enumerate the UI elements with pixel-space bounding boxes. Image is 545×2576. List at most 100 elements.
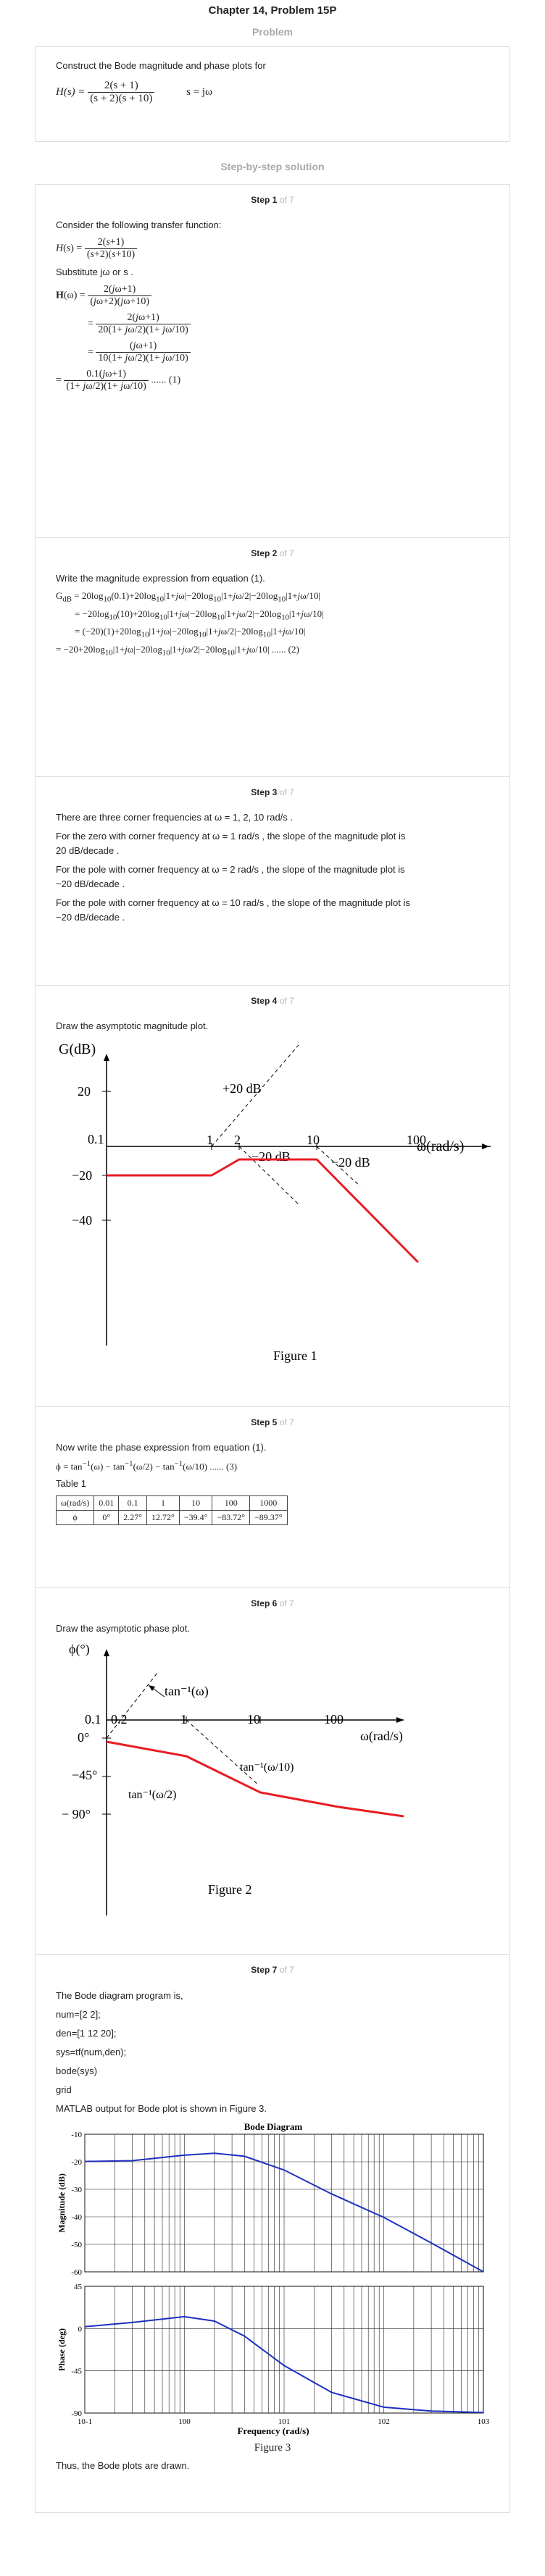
- phase-asymptote-curve: [106, 1740, 404, 1818]
- eq-g3: = (−20)(1)+20log10|1+jω|−20log10|1+jω/2|…: [75, 626, 306, 639]
- step-label: Step 5 of 7: [251, 1417, 294, 1427]
- fig2-xtick-10: 10: [247, 1712, 260, 1727]
- bode-xlabel: Frequency (rad/s): [237, 2425, 309, 2436]
- fig1-origin: 0.1: [88, 1132, 104, 1146]
- step1-intro: Consider the following transfer function…: [56, 219, 222, 230]
- step-6: Step 6 of 7 Draw the asymptotic phase pl…: [36, 1588, 509, 1955]
- eq-g2: = −20log10(10)+20log10|1+jω|−20log10|1+j…: [75, 608, 324, 622]
- problem-s: s = jω: [186, 85, 212, 98]
- bode-ytick: -10: [71, 2131, 82, 2139]
- step2-intro: Write the magnitude expression from equa…: [56, 573, 265, 584]
- table-header-row: ω(rad/s) 0.01 0.1 1 10 100 1000: [55, 1495, 288, 1511]
- step3-line3: For the pole with corner frequency at ω …: [56, 864, 405, 875]
- magnitude-asymptote-curve: [107, 1158, 420, 1264]
- step3-line1: There are three corner frequencies at ω …: [56, 812, 294, 823]
- bode-xtick: 103: [478, 2417, 490, 2426]
- step3-line3b: −20 dB/decade .: [56, 878, 125, 889]
- y-axis-arrow: [104, 1054, 109, 1061]
- step3-line4b: −20 dB/decade .: [56, 912, 125, 923]
- step-label: Step 1 of 7: [251, 195, 294, 205]
- step-2: Step 2 of 7 Write the magnitude expressi…: [36, 538, 509, 777]
- step-3: Step 3 of 7 There are three corner frequ…: [36, 777, 509, 986]
- fig1-ann3: −20 dB: [331, 1155, 370, 1170]
- fig1-xtick-10: 10: [307, 1133, 320, 1147]
- fig1-ytick-20: 20: [78, 1084, 91, 1099]
- conclusion-text: Thus, the Bode plots are drawn.: [56, 2460, 190, 2471]
- step3-line4: For the pole with corner frequency at ω …: [56, 897, 410, 908]
- magnitude-asymptote-plot: G(dB) ω(rad/s) 20 −20 −40 0.1 1 2 10 100: [59, 1041, 491, 1363]
- fig2-ytick-m45: −45°: [72, 1768, 97, 1782]
- fig1-ann2: −20 dB: [251, 1149, 291, 1164]
- matlab-output-text: MATLAB output for Bode plot is shown in …: [56, 2103, 267, 2114]
- fig2-ann3: tan⁻¹(ω/2): [128, 1789, 176, 1801]
- eq-h-s: H(s) = 2(s+1) (s+2)(s+10): [56, 237, 489, 261]
- eq-h-w1: H(ω) = 2(jω+1) (jω+2)(jω+10): [56, 284, 489, 308]
- fig1-ann1: +20 dB: [222, 1081, 262, 1096]
- fig1-caption: Figure 1: [273, 1348, 317, 1363]
- problem-equation: H(s) = 2(s + 1) (s + 2)(s + 10) s = jω: [56, 80, 489, 105]
- bode-ylabel: Magnitude (dB): [57, 2173, 67, 2233]
- fig2-xtick-02: 0.2: [111, 1712, 128, 1727]
- step-5: Step 5 of 7 Now write the phase expressi…: [36, 1407, 509, 1588]
- fig1-xlabel: ω(rad/s): [417, 1138, 464, 1154]
- fig1-ytick-m40: −40: [72, 1213, 92, 1228]
- step-label: Step 3 of 7: [251, 787, 294, 797]
- bode-xtick: 100: [178, 2417, 191, 2426]
- fig3-caption: Figure 3: [254, 2442, 291, 2454]
- bode-ytick: 0: [78, 2325, 83, 2333]
- step-label: Step 6 of 7: [251, 1598, 294, 1608]
- table-label: Table 1: [56, 1478, 86, 1490]
- tan-w-line: [106, 1672, 158, 1739]
- bode-ytick: -60: [71, 2268, 82, 2277]
- problem-card: Construct the Bode magnitude and phase p…: [35, 46, 510, 142]
- bode-series-line: [84, 2152, 484, 2273]
- code-line: grid: [56, 2084, 72, 2095]
- step4-intro: Draw the asymptotic magnitude plot.: [56, 1020, 209, 1031]
- code-line: sys=tf(num,den);: [56, 2047, 127, 2057]
- fig2-xtick-100: 100: [324, 1712, 344, 1727]
- problem-den: (s + 2)(s + 10): [90, 93, 153, 104]
- bode-ytick: 45: [74, 2283, 83, 2291]
- code-line: bode(sys): [56, 2065, 98, 2076]
- problem-num: 2(s + 1): [88, 80, 155, 93]
- fig2-ytick-0: 0°: [78, 1730, 89, 1745]
- fig2-ylabel: ϕ(°): [69, 1642, 90, 1657]
- phase-table: ω(rad/s) 0.01 0.1 1 10 100 1000 ϕ 0° 2.27° 12.72°…: [55, 1495, 288, 1526]
- step-7: Step 7 of 7 The Bode diagram program is,…: [36, 1955, 509, 2512]
- solution-container: Step 1 of 7 Consider the following trans…: [35, 184, 510, 2513]
- bode-title: Bode Diagram: [244, 2121, 303, 2132]
- eq-h-w2: = 2(jω+1) 20(1+ jω/2)(1+ jω/10): [88, 312, 489, 336]
- step5-intro: Now write the phase expression from equa…: [56, 1442, 267, 1453]
- bode-xtick: 102: [378, 2417, 390, 2426]
- bode-ytick: -45: [71, 2367, 82, 2376]
- step-4: Step 4 of 7 Draw the asymptotic magnitud…: [36, 986, 509, 1407]
- eq-g1: GdB = 20log10(0.1)+20log10|1+jω|−20log10…: [56, 590, 320, 604]
- bode-ytick: -50: [71, 2241, 82, 2249]
- table-row: ϕ 0° 2.27° 12.72° −39.4° −83.72° −89.37°: [55, 1510, 288, 1526]
- eq-h-w3: = (jω+1) 10(1+ jω/2)(1+ jω/10): [88, 340, 489, 364]
- eq-phase: ϕ = tan−1(ω) − tan−1(ω/2) − tan−1(ω/10) …: [56, 1459, 238, 1472]
- fig1-ytick-m20: −20: [72, 1168, 92, 1183]
- code-line: den=[1 12 20];: [56, 2028, 117, 2039]
- fig2-origin: 0.1: [85, 1712, 101, 1727]
- step6-intro: Draw the asymptotic phase plot.: [56, 1623, 190, 1634]
- step-1: Step 1 of 7 Consider the following trans…: [36, 185, 509, 538]
- bode-diagram-chart: Bode Diagram -10 -20 -30 -40 -50 -60 Magnitude …: [57, 2121, 490, 2436]
- code-line: num=[2 2];: [56, 2009, 101, 2020]
- step1-sub: Substitute jω or s .: [56, 267, 133, 277]
- fig1-xtick-100: 100: [407, 1133, 426, 1147]
- page-title: Chapter 14, Problem 15P: [208, 4, 337, 17]
- bode-xtick: 101: [278, 2417, 291, 2426]
- minus20-slope-line-1: [238, 1146, 299, 1205]
- fig2-ann2: tan⁻¹(ω/10): [240, 1761, 294, 1774]
- fig1-xtick-2: 2: [234, 1133, 241, 1147]
- step7-intro: The Bode diagram program is,: [56, 1990, 183, 2001]
- step3-line2b: 20 dB/decade .: [56, 845, 120, 856]
- solution-heading: Step-by-step solution: [220, 161, 325, 172]
- bode-series-line: [84, 2315, 484, 2414]
- problem-heading: Problem: [251, 26, 293, 38]
- bode-ytick: -20: [71, 2158, 82, 2167]
- bode-xtick: 10-1: [78, 2417, 92, 2426]
- bode-ytick: -30: [71, 2186, 82, 2194]
- problem-text: Construct the Bode magnitude and phase p…: [56, 60, 266, 71]
